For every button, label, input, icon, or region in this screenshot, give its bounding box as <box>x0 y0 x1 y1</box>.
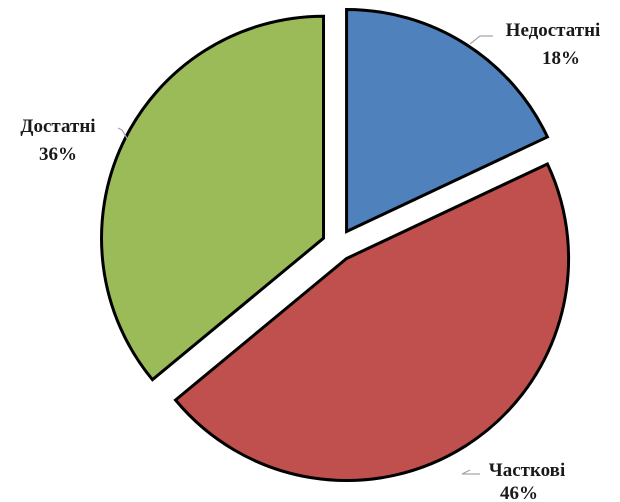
pie-slices <box>100 7 571 482</box>
leader-line-dostatni <box>117 127 129 141</box>
pie-slice-1 <box>173 161 571 482</box>
label-group-nedostatni: Недостатні 18% <box>469 20 601 69</box>
slice-value-nedostatni: 18% <box>542 48 580 69</box>
slice-label-dostatni: Достатні <box>20 116 95 137</box>
leader-line-chastkovi <box>461 469 480 475</box>
slice-label-chastkovi: Часткові <box>489 460 565 481</box>
label-group-chastkovi: Часткові 46% <box>461 460 565 502</box>
slice-label-nedostatni: Недостатні <box>506 20 601 41</box>
slice-value-dostatni: 36% <box>39 144 77 165</box>
label-group-dostatni: Достатні 36% <box>20 116 129 165</box>
pie-slice-2 <box>100 14 326 382</box>
leader-line-nedostatni <box>469 35 493 45</box>
pie-slice-0 <box>345 7 550 234</box>
slice-value-chastkovi: 46% <box>500 483 538 502</box>
